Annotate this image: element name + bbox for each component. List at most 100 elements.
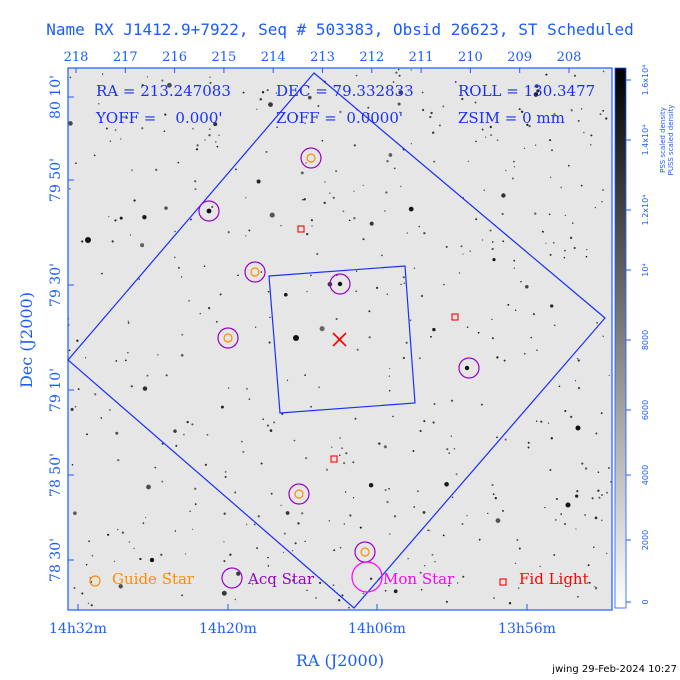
background-star — [564, 410, 567, 412]
background-star — [525, 285, 529, 289]
background-star — [369, 221, 374, 226]
background-star — [189, 510, 191, 512]
background-star — [388, 375, 390, 377]
background-star — [469, 250, 471, 252]
background-star — [223, 560, 226, 563]
background-star — [173, 429, 177, 433]
top-tick-label: 210 — [458, 50, 483, 65]
background-star — [180, 276, 183, 278]
background-star — [113, 560, 116, 563]
background-star — [296, 115, 299, 117]
background-star — [590, 144, 592, 146]
background-star — [513, 267, 515, 269]
background-star — [397, 102, 401, 106]
background-star — [430, 111, 433, 115]
background-star — [432, 421, 435, 424]
background-star — [102, 113, 105, 115]
background-star — [527, 446, 530, 449]
background-star — [501, 193, 506, 198]
background-star — [368, 112, 370, 115]
top-tick-label: 213 — [310, 50, 335, 65]
background-star — [291, 550, 294, 552]
background-star — [501, 509, 505, 512]
background-star — [448, 584, 450, 587]
background-star — [173, 256, 176, 259]
background-star — [402, 356, 405, 360]
background-star — [267, 556, 269, 559]
background-star — [558, 385, 561, 388]
background-star — [594, 587, 598, 590]
background-star — [502, 240, 505, 243]
background-star — [601, 200, 603, 203]
background-star — [133, 199, 136, 202]
background-star — [323, 201, 326, 205]
background-star — [280, 504, 282, 507]
background-star — [242, 450, 245, 453]
background-star — [606, 491, 608, 494]
fid-light — [330, 455, 338, 463]
background-star — [90, 581, 93, 583]
background-star — [496, 436, 498, 439]
background-star — [342, 461, 346, 465]
background-star — [514, 309, 517, 311]
background-star — [577, 359, 580, 362]
bright-star — [293, 335, 299, 341]
background-star — [605, 117, 608, 120]
background-star — [587, 564, 590, 567]
background-star — [588, 581, 591, 584]
background-star — [352, 497, 355, 499]
background-star — [427, 529, 430, 532]
background-star — [548, 213, 551, 216]
background-star — [305, 457, 308, 460]
background-star — [192, 127, 194, 130]
background-star — [418, 225, 420, 228]
background-star — [577, 119, 580, 122]
background-star — [564, 214, 566, 217]
background-star — [354, 417, 357, 420]
background-star — [600, 519, 603, 522]
background-star — [306, 232, 309, 236]
background-star — [268, 341, 271, 344]
legend-fid-label: Fid Light — [519, 570, 589, 588]
background-star — [88, 540, 90, 543]
dec-tick-label: 78 30' — [48, 538, 64, 582]
background-star — [344, 491, 347, 493]
background-star — [127, 320, 129, 322]
background-star — [199, 312, 202, 315]
background-star — [597, 489, 600, 492]
background-star — [545, 73, 548, 76]
background-star — [378, 442, 381, 445]
background-star — [610, 481, 612, 483]
background-star — [516, 539, 519, 541]
legend: Guide Star Acq Star Mon Star Fid Light — [89, 561, 589, 593]
background-star — [583, 131, 585, 134]
background-star — [553, 324, 556, 327]
bright-star — [337, 281, 343, 287]
background-star — [108, 215, 110, 218]
background-star — [429, 530, 431, 532]
background-star — [68, 324, 70, 326]
background-star — [420, 294, 424, 298]
background-star — [215, 320, 218, 323]
dec-tick-label: 79 10' — [48, 368, 64, 412]
background-star — [355, 290, 358, 293]
acq-star — [217, 327, 239, 349]
background-star — [139, 557, 142, 561]
background-star — [412, 450, 415, 452]
background-star — [85, 563, 88, 566]
background-star — [368, 310, 371, 313]
background-star — [527, 441, 530, 444]
colorbar-tick-label: 10⁴ — [641, 263, 650, 276]
background-star — [266, 89, 269, 92]
dec-tick-label: 79 30' — [48, 263, 64, 307]
background-star — [491, 241, 494, 243]
background-star — [362, 592, 365, 595]
background-star — [408, 206, 414, 212]
background-star — [265, 150, 268, 153]
background-star — [306, 290, 308, 293]
bright-star — [149, 557, 155, 563]
background-star — [90, 604, 93, 607]
legend-guide-label: Guide Star — [112, 570, 195, 588]
background-star — [477, 331, 480, 334]
background-star — [204, 463, 207, 466]
